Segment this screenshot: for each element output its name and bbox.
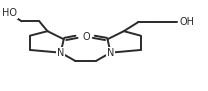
Text: O: O: [82, 32, 90, 41]
Text: N: N: [57, 48, 64, 58]
Text: O: O: [80, 32, 88, 41]
Text: HO: HO: [2, 8, 17, 18]
Text: OH: OH: [180, 17, 195, 27]
Text: N: N: [107, 48, 114, 58]
